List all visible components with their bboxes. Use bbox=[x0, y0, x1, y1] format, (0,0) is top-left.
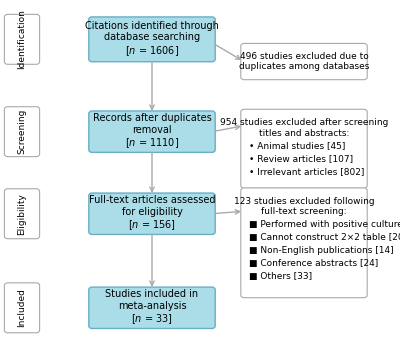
Text: Identification: Identification bbox=[18, 9, 26, 69]
Text: 123 studies excluded following
full-text screening:: 123 studies excluded following full-text… bbox=[234, 197, 374, 216]
FancyBboxPatch shape bbox=[4, 283, 40, 333]
Text: Eligibility: Eligibility bbox=[18, 193, 26, 235]
Text: • Animal studies [45]: • Animal studies [45] bbox=[249, 142, 345, 150]
Text: ■ Cannot construct 2×2 table [20]: ■ Cannot construct 2×2 table [20] bbox=[249, 233, 400, 242]
Text: ■ Others [33]: ■ Others [33] bbox=[249, 272, 312, 281]
FancyBboxPatch shape bbox=[89, 193, 215, 235]
Text: ■ Non-English publications [14]: ■ Non-English publications [14] bbox=[249, 246, 394, 255]
Text: Full-text articles assessed
for eligibility
[$n$ = 156]: Full-text articles assessed for eligibil… bbox=[89, 195, 215, 233]
Text: • Irrelevant articles [802]: • Irrelevant articles [802] bbox=[249, 167, 364, 176]
Text: ■ Conference abstracts [24]: ■ Conference abstracts [24] bbox=[249, 259, 378, 268]
Text: Studies included in
meta-analysis
[$n$ = 33]: Studies included in meta-analysis [$n$ =… bbox=[106, 289, 198, 327]
Text: Included: Included bbox=[18, 288, 26, 327]
Text: ■ Performed with positive culture [32]: ■ Performed with positive culture [32] bbox=[249, 220, 400, 229]
FancyBboxPatch shape bbox=[241, 43, 367, 80]
FancyBboxPatch shape bbox=[89, 111, 215, 153]
Text: Records after duplicates
removal
[$n$ = 1110]: Records after duplicates removal [$n$ = … bbox=[93, 113, 211, 150]
FancyBboxPatch shape bbox=[89, 287, 215, 328]
FancyBboxPatch shape bbox=[4, 107, 40, 157]
Text: Screening: Screening bbox=[18, 109, 26, 154]
Text: • Review articles [107]: • Review articles [107] bbox=[249, 154, 353, 163]
FancyBboxPatch shape bbox=[89, 17, 215, 62]
FancyBboxPatch shape bbox=[241, 109, 367, 188]
Text: 954 studies excluded after screening
titles and abstracts:: 954 studies excluded after screening tit… bbox=[220, 118, 388, 137]
FancyBboxPatch shape bbox=[241, 188, 367, 298]
Text: Citations identified through
database searching
[$n$ = 1606]: Citations identified through database se… bbox=[85, 21, 219, 58]
FancyBboxPatch shape bbox=[4, 14, 40, 64]
FancyBboxPatch shape bbox=[4, 189, 40, 239]
Text: 496 studies excluded due to
duplicates among databases: 496 studies excluded due to duplicates a… bbox=[239, 52, 369, 71]
